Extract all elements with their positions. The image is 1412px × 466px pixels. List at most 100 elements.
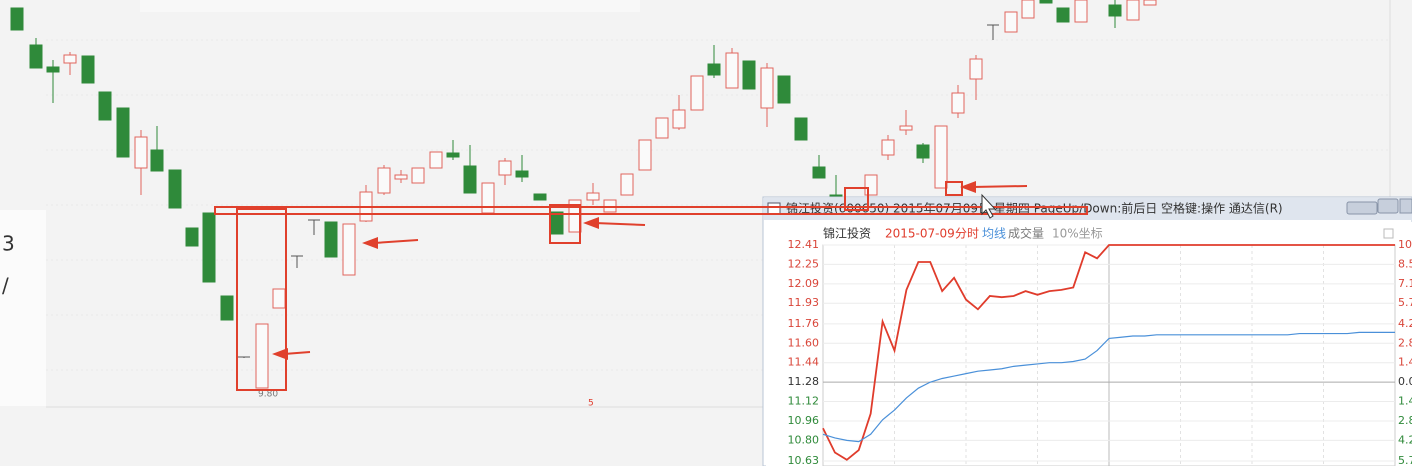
candle-body xyxy=(324,221,338,258)
candle-body xyxy=(672,109,686,129)
candle-body xyxy=(134,136,148,169)
y-tick-label: 11.28 xyxy=(788,375,820,388)
candle-body xyxy=(725,52,739,89)
highlight-box xyxy=(214,206,1088,215)
candles xyxy=(10,0,1157,389)
candle-body xyxy=(533,193,547,201)
candle-body xyxy=(1143,0,1157,6)
y-tick-label: 10.63 xyxy=(788,454,820,466)
candle-body xyxy=(202,212,216,283)
stock-name: 锦江投资 xyxy=(823,226,871,241)
inset-window: 锦江投资(600650) 2015年07月09日 星期四 PageUp/Down… xyxy=(762,196,1412,466)
candle-body xyxy=(794,117,808,141)
candle-body xyxy=(394,174,408,180)
minimize-button[interactable] xyxy=(1346,201,1378,215)
low-label: 9.80 xyxy=(258,390,278,400)
arrow-shaft xyxy=(594,222,646,226)
inset-body xyxy=(766,222,1412,466)
candle-body xyxy=(742,60,756,90)
left-panel xyxy=(0,210,46,406)
candle-body xyxy=(116,107,130,158)
candle-body xyxy=(707,63,721,76)
arrow-shaft xyxy=(283,351,311,355)
y-tick-label: 11.93 xyxy=(788,296,820,309)
candle-body xyxy=(934,125,948,189)
arrow-head xyxy=(583,217,599,229)
panel-toggle[interactable] xyxy=(1383,228,1394,239)
candle-body xyxy=(951,92,965,114)
y-tick-label: 11.76 xyxy=(788,317,820,330)
highlight-box xyxy=(236,208,287,391)
candle-body xyxy=(185,227,199,247)
candle-body xyxy=(760,67,774,109)
candle-body xyxy=(429,151,443,169)
candle-body xyxy=(272,288,286,309)
right-tick-label: 4.29% xyxy=(1398,317,1412,330)
candle-body xyxy=(1108,4,1122,17)
y-tick-label: 11.44 xyxy=(788,356,820,369)
y-tick-label: 12.09 xyxy=(788,277,820,290)
candle-body xyxy=(463,165,477,194)
highlight-box xyxy=(945,181,963,196)
y-tick-label: 11.12 xyxy=(788,395,820,408)
right-tick-label: 1.43% xyxy=(1398,356,1412,369)
candle-body xyxy=(98,91,112,121)
candle-body xyxy=(46,66,60,73)
right-tick-label: 4.29% xyxy=(1398,433,1412,446)
y-tick-label: 10.80 xyxy=(788,433,820,446)
candle-body xyxy=(515,170,529,178)
top-panel xyxy=(140,0,640,12)
intraday-chart: 12.41 10.00% 12.25 8.57% 12.09 7.14% 11.93 5.71… xyxy=(788,238,1412,466)
candle-body xyxy=(586,192,600,201)
candle-body xyxy=(498,160,512,176)
annotations xyxy=(214,181,1088,391)
candle-body xyxy=(777,75,791,104)
candle-body xyxy=(899,125,913,131)
candle-body xyxy=(881,139,895,156)
candle-body xyxy=(655,117,669,139)
candle-body xyxy=(63,54,77,64)
close-button[interactable] xyxy=(1399,198,1412,214)
y-tick-label: 12.25 xyxy=(788,257,820,270)
right-tick-label: 2.86% xyxy=(1398,336,1412,349)
volume-label: 成交量 xyxy=(1008,226,1044,241)
candle-body xyxy=(377,167,391,194)
maximize-button[interactable] xyxy=(1377,198,1399,214)
candle-body xyxy=(255,323,269,389)
y-tick-label: 12.41 xyxy=(788,238,820,251)
scale-label: 10%坐标 xyxy=(1052,227,1103,241)
candle-body xyxy=(411,167,425,184)
legend-average: 均线 xyxy=(982,227,1006,241)
highlight-box xyxy=(844,187,869,211)
candle-body xyxy=(1021,0,1035,19)
right-tick-label: 1.43% xyxy=(1398,395,1412,408)
average-line xyxy=(822,331,1395,443)
candle-body xyxy=(969,58,983,80)
left-fragment: 3 xyxy=(2,232,15,256)
left-fragment: / xyxy=(2,274,9,298)
right-tick-label: 7.14% xyxy=(1398,277,1412,290)
candle-body xyxy=(638,139,652,171)
candle-body xyxy=(812,166,826,179)
cursor xyxy=(981,193,997,219)
candle-body xyxy=(1004,11,1018,33)
legend-price: 分时 xyxy=(955,227,979,241)
right-tick-label: 2.86% xyxy=(1398,414,1412,427)
arrow-shaft xyxy=(971,185,1028,188)
candle-body xyxy=(1126,0,1140,21)
arrow-head xyxy=(362,237,378,249)
candle-body xyxy=(690,75,704,111)
candle-body xyxy=(150,149,164,172)
arrow-head xyxy=(960,181,976,193)
candle-body xyxy=(29,44,43,69)
y-tick-label: 10.96 xyxy=(788,414,820,427)
right-tick-label: 0.00% xyxy=(1398,375,1412,388)
right-tick-label: 5.71% xyxy=(1398,296,1412,309)
candle-body xyxy=(342,223,356,276)
right-tick-label: 8.57% xyxy=(1398,257,1412,270)
arrow-shaft xyxy=(373,239,419,244)
right-tick-label: 10.00% xyxy=(1398,238,1412,251)
candle-body xyxy=(168,169,182,209)
